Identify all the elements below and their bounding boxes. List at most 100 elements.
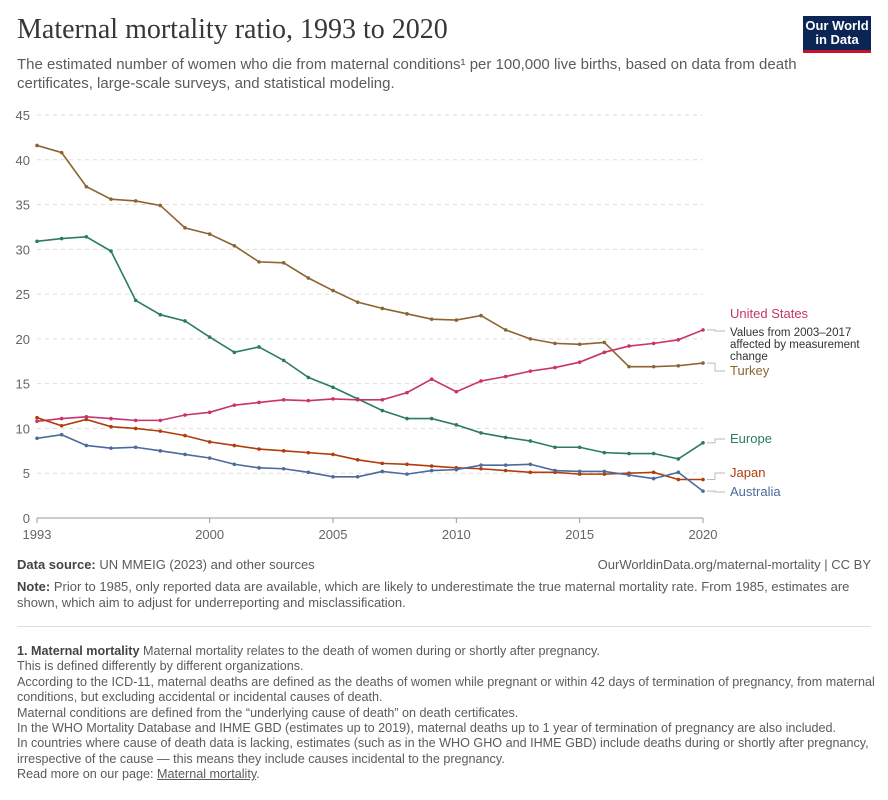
us-annotation: affected by measurement [730, 339, 860, 351]
footnote-heading: 1. Maternal mortality [17, 644, 140, 658]
maternal-mortality-link[interactable]: Maternal mortality [157, 767, 257, 782]
data-point [232, 403, 237, 407]
data-point [479, 313, 483, 318]
data-point [232, 462, 237, 467]
data-point [577, 445, 582, 450]
data-point [281, 358, 286, 363]
data-point [35, 239, 39, 244]
data-point [577, 360, 582, 364]
series-line-united-states [36, 329, 704, 423]
data-point [109, 416, 113, 421]
series-line-australia [36, 433, 704, 492]
data-point [380, 408, 385, 413]
data-point [701, 489, 705, 493]
y-tick-label: 5 [23, 466, 30, 481]
data-point [207, 410, 212, 415]
data-point [602, 469, 607, 474]
chart-note: Note: Prior to 1985, only reported data … [17, 579, 867, 611]
data-point [429, 377, 434, 381]
footnote-line: Maternal mortality relates to the death … [142, 644, 600, 658]
footnote-line: According to the ICD-11, maternal deaths… [17, 674, 875, 705]
data-point [59, 432, 64, 437]
y-tick-label: 10 [16, 421, 30, 436]
x-tick-label: 2010 [442, 527, 471, 540]
data-point [133, 426, 138, 431]
data-point [528, 470, 533, 475]
data-point [133, 298, 138, 303]
data-point [84, 417, 89, 422]
data-point [232, 350, 237, 355]
data-point [627, 364, 631, 369]
data-point [59, 236, 64, 241]
data-point [553, 341, 557, 346]
data-point [651, 451, 656, 456]
data-point [577, 472, 582, 476]
us-annotation: Values from 2003–2017 [730, 327, 851, 339]
chart-title: Maternal mortality ratio, 1993 to 2020 [17, 14, 448, 45]
data-point [355, 397, 360, 402]
data-point [281, 397, 286, 402]
data-point [355, 300, 360, 304]
data-point [503, 463, 508, 467]
data-point [454, 318, 459, 322]
license-link[interactable]: OurWorldinData.org/maternal-mortality | … [597, 557, 871, 572]
data-point [109, 424, 113, 429]
label-connector [707, 438, 725, 444]
data-point [109, 446, 113, 450]
y-tick-label: 40 [16, 153, 30, 168]
footnote-line: In countries where cause of death data i… [17, 736, 869, 766]
data-point [331, 385, 335, 390]
owid-logo[interactable]: Our World in Data [803, 16, 871, 53]
series-label-japan: Japan [730, 465, 765, 480]
data-point [207, 232, 212, 236]
data-point [429, 464, 434, 468]
data-point [602, 340, 607, 345]
data-point [158, 203, 163, 208]
data-point [306, 276, 311, 280]
data-point [479, 463, 483, 467]
data-point [84, 415, 89, 419]
y-tick-label: 0 [23, 511, 30, 526]
divider [17, 626, 871, 627]
data-point [479, 431, 483, 435]
x-tick-label: 2005 [319, 527, 348, 540]
y-tick-label: 35 [16, 198, 30, 213]
data-point [158, 429, 163, 433]
series-label-turkey: Turkey [730, 363, 770, 378]
data-point [232, 243, 237, 248]
data-point [503, 468, 508, 473]
data-point [158, 312, 163, 317]
data-point [109, 197, 113, 201]
data-point [701, 440, 705, 445]
data-point [207, 440, 212, 444]
period: . [256, 767, 260, 782]
data-point [257, 400, 261, 405]
data-point [577, 342, 582, 347]
data-point [651, 476, 656, 481]
y-tick-label: 30 [16, 242, 30, 257]
data-point [183, 413, 187, 417]
series-label-united-states: United States [730, 306, 809, 321]
data-point [84, 234, 89, 239]
data-point [627, 473, 631, 477]
data-point [84, 184, 89, 189]
footnote-line: In the WHO Mortality Database and IHME G… [17, 721, 837, 736]
data-point [627, 451, 631, 456]
note-label: Note: [17, 579, 51, 594]
data-point [232, 443, 237, 448]
data-point [405, 472, 409, 476]
data-point [257, 466, 261, 470]
label-connector [707, 490, 725, 493]
footnote-line: Maternal conditions are defined from the… [17, 705, 519, 720]
data-point [84, 443, 89, 448]
data-point [158, 418, 163, 423]
data-point [701, 328, 705, 332]
data-point [454, 467, 459, 472]
label-connector [707, 329, 725, 332]
data-point [183, 319, 187, 323]
data-point [503, 328, 508, 332]
data-point [405, 390, 409, 395]
data-point [701, 477, 705, 482]
series-label-australia: Australia [730, 484, 781, 499]
data-point [355, 457, 360, 462]
